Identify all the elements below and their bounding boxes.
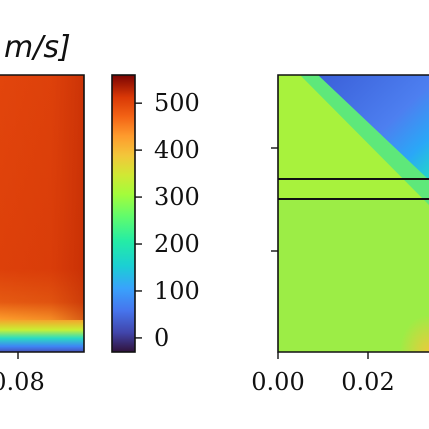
colorbar bbox=[111, 74, 136, 353]
left-panel-title: m/s] bbox=[4, 30, 71, 65]
colorbar-tick-label: 500 bbox=[154, 89, 200, 117]
colorbar-tick-label: 200 bbox=[154, 230, 200, 258]
right-x-tick-label: 0.00 bbox=[251, 368, 304, 396]
left-heatmap-shading bbox=[0, 75, 84, 320]
colorbar-tick-label: 400 bbox=[154, 136, 200, 164]
colorbar-tick-label: 100 bbox=[154, 277, 200, 305]
colorbar-tick-label: 300 bbox=[154, 183, 200, 211]
right-heatmap bbox=[278, 75, 429, 352]
left-heatmap-frame bbox=[0, 74, 85, 353]
left-x-axis: 0.08 bbox=[0, 352, 45, 396]
right-x-axis: 0.00 0.02 bbox=[251, 352, 395, 396]
colorbar-axis: 0 100 200 300 400 500 bbox=[135, 89, 200, 352]
right-heatmap-frame bbox=[277, 74, 429, 353]
right-heatmap-blue-wedge bbox=[318, 75, 429, 180]
right-x-tick-label: 0.02 bbox=[341, 368, 394, 396]
right-heatmap-warm-spot bbox=[380, 290, 429, 352]
colorbar-tick-label: 0 bbox=[154, 324, 169, 352]
left-x-tick-label: 0.08 bbox=[0, 368, 45, 396]
left-heatmap bbox=[0, 75, 84, 352]
